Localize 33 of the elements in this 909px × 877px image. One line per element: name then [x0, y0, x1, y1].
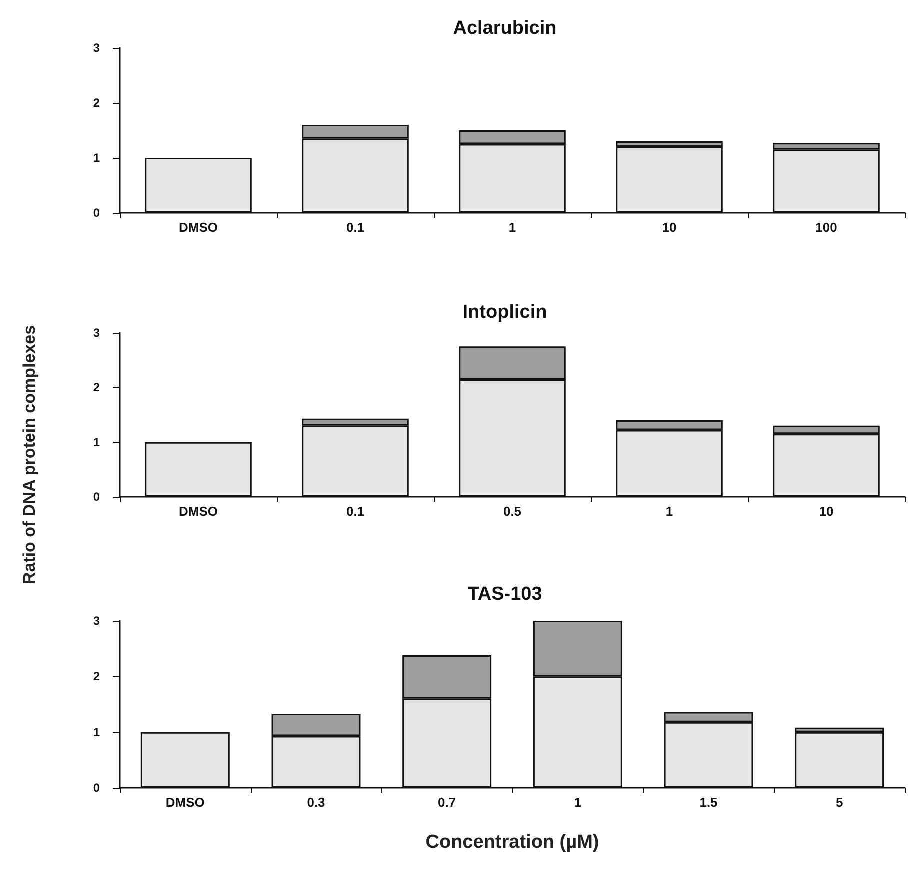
y-tick-label: 2 — [93, 670, 100, 684]
x-tick-label: 5 — [836, 795, 844, 810]
x-axis-title: Concentration (µM) — [426, 832, 600, 853]
x-tick-label: 1 — [508, 220, 516, 235]
y-axis-title: Ratio of DNA protein complexes — [20, 325, 40, 585]
y-tick-label: 1 — [93, 151, 100, 165]
y-tick-label: 3 — [93, 326, 100, 340]
x-tick-label: 0.7 — [438, 795, 456, 810]
x-tick-label: 1 — [574, 795, 582, 810]
chart-title: Aclarubicin — [453, 18, 557, 39]
x-tick-label: 1.5 — [700, 795, 718, 810]
y-tick-label: 1 — [93, 725, 100, 740]
chart-title: Intoplicin — [462, 302, 548, 323]
y-tick-label: 3 — [93, 614, 100, 628]
x-tick-label: DMSO — [179, 220, 218, 235]
x-tick-label: 0.1 — [346, 504, 365, 519]
y-tick-label: 2 — [93, 96, 100, 110]
x-tick-label: DMSO — [166, 795, 205, 810]
y-tick-label: 1 — [93, 435, 100, 450]
x-tick-label: DMSO — [179, 504, 218, 519]
x-tick-label: 0.1 — [346, 220, 365, 235]
y-tick-label: 0 — [93, 206, 100, 220]
x-tick-label: 0.3 — [307, 795, 326, 810]
y-tick-label: 0 — [93, 781, 100, 795]
x-tick-label: 10 — [819, 504, 834, 519]
x-tick-label: 0.5 — [503, 504, 522, 519]
y-tick-label: 3 — [93, 41, 100, 55]
y-tick-label: 0 — [93, 490, 100, 504]
y-tick-label: 2 — [93, 380, 100, 395]
chart-title: TAS-103 — [468, 584, 542, 605]
x-tick-label: 100 — [816, 220, 838, 235]
x-tick-label: 1 — [666, 504, 674, 519]
x-tick-label: 10 — [662, 220, 677, 235]
